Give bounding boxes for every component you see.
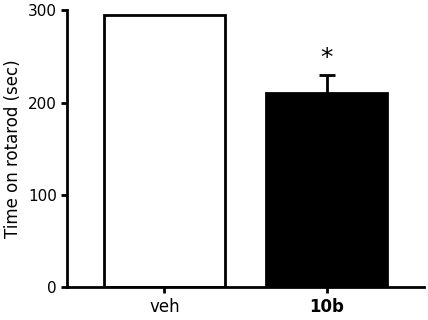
- Bar: [104, 15, 225, 287]
- Bar: [266, 93, 387, 287]
- Y-axis label: Time on rotarod (sec): Time on rotarod (sec): [4, 60, 22, 238]
- Text: *: *: [321, 46, 333, 70]
